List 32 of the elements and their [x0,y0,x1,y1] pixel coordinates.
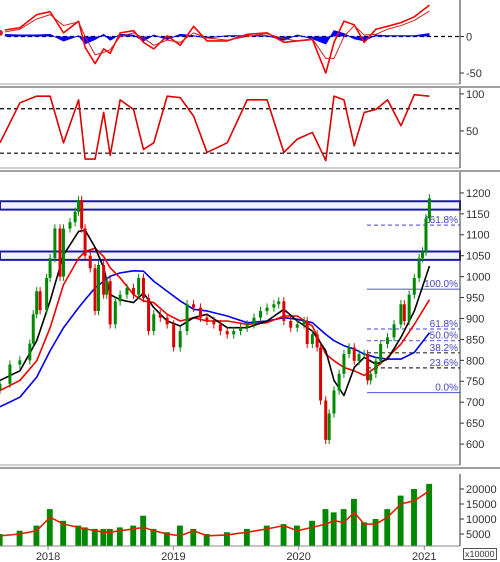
y-tick-label: 1050 [466,250,490,263]
x-tick-label: 2021 [412,550,437,562]
y-tick-label: 15000 [466,498,497,511]
y-tick-label: 900 [466,313,484,326]
y-tick-label: 1100 [466,230,490,242]
text: x10000 [463,548,497,560]
x-tick-label: 2019 [161,550,186,562]
y-tick-label: 5000 [466,528,490,541]
y-tick-label: 800 [466,355,484,368]
y-tick-label: 750 [466,376,484,388]
annotation: 38.2% [430,342,458,354]
y-tick-label: 1150 [466,208,490,221]
y-tick-label: 700 [466,397,484,410]
annotation: 23.6% [430,358,458,369]
x-tick-label: 2018 [36,550,60,562]
annotation: 50.0% [430,330,458,342]
y-tick-label: -50 [466,68,482,80]
y-tick-label: 0 [466,31,472,44]
y-tick-label: 10000 [466,514,497,526]
y-tick-label: 1200 [466,188,490,200]
x-tick-label: 2020 [286,550,311,562]
y-tick-label: 1000 [466,272,490,284]
y-tick-label: 50 [466,126,478,138]
annotation: 61.8% [430,318,458,330]
y-tick-label: 100 [466,88,484,101]
annotation: 0.0% [435,382,458,394]
y-tick-label: 950 [466,292,484,304]
y-tick-label: 600 [466,438,484,451]
y-tick-label: 20000 [466,484,497,496]
y-tick-label: 650 [466,418,484,430]
annotation: 100.0% [424,279,458,290]
y-tick-label: 850 [466,334,484,346]
